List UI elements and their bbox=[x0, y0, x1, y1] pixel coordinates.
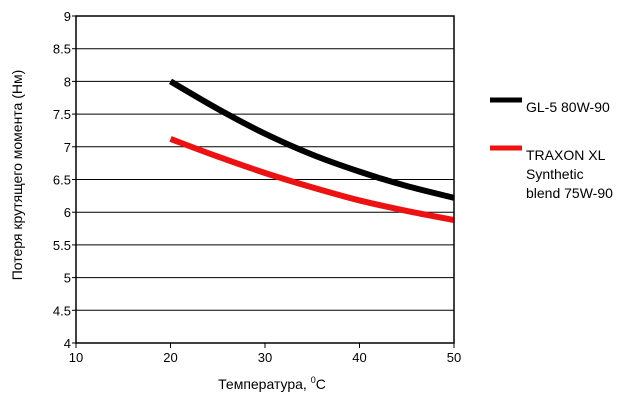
legend-label-2: Synthetic bbox=[526, 166, 584, 182]
x-tick-label: 10 bbox=[69, 350, 83, 365]
legend: GL-5 80W-90 TRAXON XL Synthetic blend 75W-9… bbox=[490, 97, 613, 201]
x-tick-label: 50 bbox=[447, 350, 461, 365]
y-tick-label: 6.5 bbox=[53, 173, 71, 188]
x-tick-label: 30 bbox=[258, 350, 272, 365]
x-axis-unit-superscript: 0 bbox=[311, 375, 316, 385]
legend-label-1: GL-5 80W-90 bbox=[526, 99, 610, 115]
legend-label-2: TRAXON XL bbox=[526, 147, 606, 163]
y-tick-label: 7 bbox=[64, 140, 71, 155]
y-tick-label: 9 bbox=[64, 9, 71, 24]
x-axis-title-text: Температура, bbox=[218, 376, 311, 392]
grid-lines bbox=[76, 15, 454, 344]
y-tick-label: 8.5 bbox=[53, 42, 71, 57]
y-axis-ticks: 4 4.5 5 5.5 6 6.5 7 7.5 8 8.5 9 bbox=[53, 9, 76, 351]
series-layer bbox=[168, 78, 455, 223]
y-tick-label: 8 bbox=[64, 74, 71, 89]
x-axis-ticks: 10 20 30 40 50 bbox=[69, 343, 461, 365]
series-line-2 bbox=[169, 136, 455, 223]
x-axis-unit: C bbox=[316, 376, 326, 392]
y-tick-label: 5.5 bbox=[53, 238, 71, 253]
y-tick-label: 7.5 bbox=[53, 107, 71, 122]
x-axis-title: Температура, 0C bbox=[218, 375, 326, 392]
x-tick-label: 20 bbox=[163, 350, 177, 365]
series-line-1 bbox=[168, 78, 455, 201]
y-tick-label: 4.5 bbox=[53, 303, 71, 318]
y-axis-title: Потеря крутящего момента (Нм) bbox=[9, 70, 25, 281]
y-tick-label: 6 bbox=[64, 205, 71, 220]
y-tick-label: 4 bbox=[64, 336, 71, 351]
y-tick-label: 5 bbox=[64, 271, 71, 286]
x-tick-label: 40 bbox=[352, 350, 366, 365]
legend-label-2: blend 75W-90 bbox=[526, 185, 613, 201]
